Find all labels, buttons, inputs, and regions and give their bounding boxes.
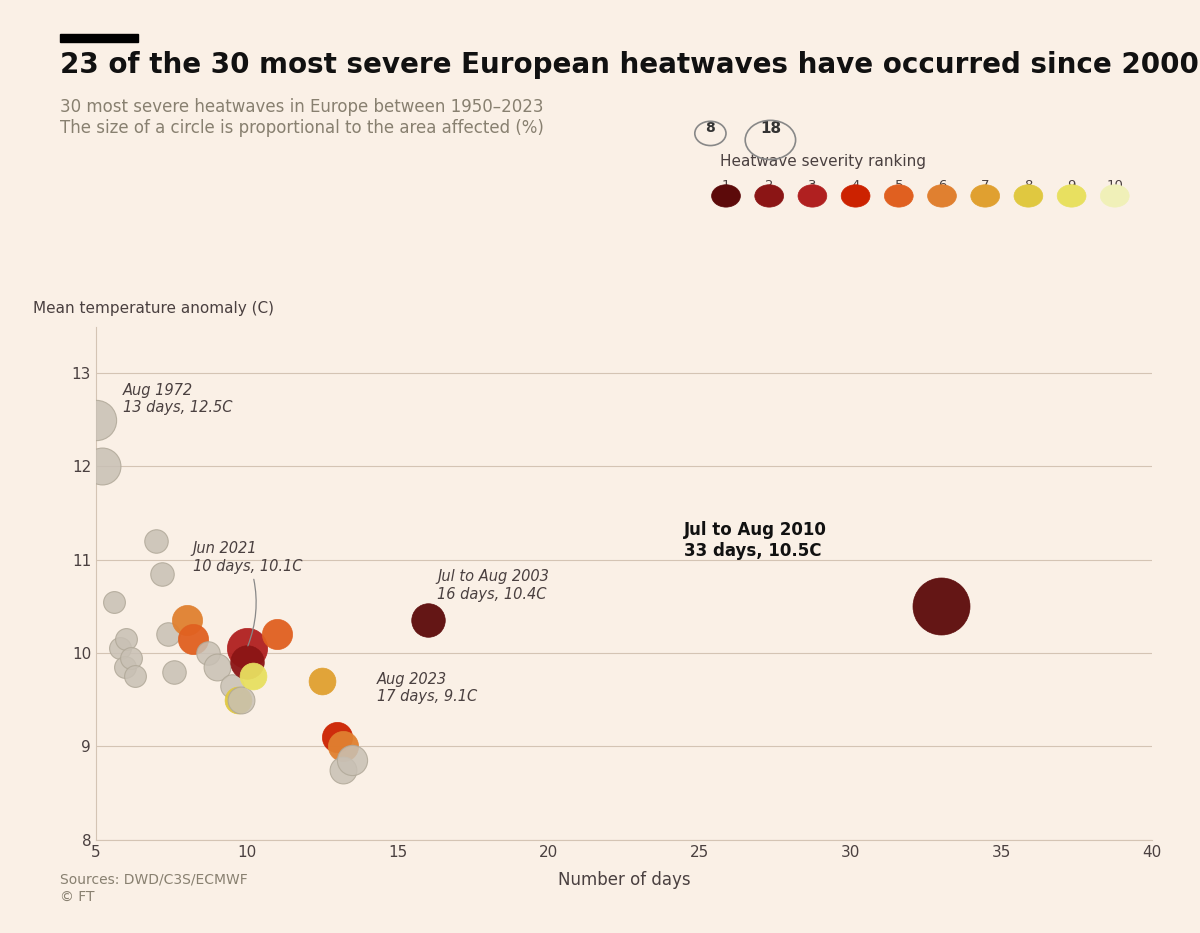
Text: © FT: © FT — [60, 890, 95, 904]
Point — [146, 534, 166, 549]
Point — [110, 641, 130, 656]
Point — [238, 655, 257, 670]
Text: 5: 5 — [894, 179, 904, 192]
Text: The size of a circle is proportional to the area affected (%): The size of a circle is proportional to … — [60, 119, 544, 137]
Point — [176, 613, 196, 628]
Point — [268, 627, 287, 642]
Point — [931, 599, 950, 614]
Point — [164, 664, 184, 679]
Point — [222, 678, 241, 693]
Point — [92, 459, 112, 474]
Text: 10: 10 — [1106, 179, 1123, 192]
Text: 8: 8 — [706, 121, 715, 135]
Point — [232, 692, 251, 707]
Point — [182, 632, 202, 647]
Point — [334, 762, 353, 777]
Text: 4: 4 — [852, 179, 859, 192]
Point — [198, 646, 217, 661]
Point — [116, 632, 136, 647]
Point — [228, 692, 247, 707]
Point — [104, 594, 124, 609]
Point — [419, 613, 438, 628]
Text: Jun 2021
10 days, 10.1C: Jun 2021 10 days, 10.1C — [192, 541, 302, 646]
Point — [115, 660, 134, 675]
Text: Sources: DWD/C3S/ECMWF: Sources: DWD/C3S/ECMWF — [60, 872, 247, 886]
Text: Aug 1972
13 days, 12.5C: Aug 1972 13 days, 12.5C — [124, 383, 233, 415]
Point — [158, 627, 178, 642]
Text: 30 most severe heatwaves in Europe between 1950–2023: 30 most severe heatwaves in Europe betwe… — [60, 98, 544, 116]
Text: 1: 1 — [721, 179, 731, 192]
Text: Aug 2023
17 days, 9.1C: Aug 2023 17 days, 9.1C — [377, 672, 476, 704]
Point — [313, 674, 332, 689]
Point — [86, 412, 106, 427]
Text: Jul to Aug 2003
16 days, 10.4C: Jul to Aug 2003 16 days, 10.4C — [437, 569, 548, 602]
Text: 2: 2 — [764, 179, 774, 192]
Point — [334, 739, 353, 754]
Point — [126, 669, 145, 684]
Text: Mean temperature anomaly (C): Mean temperature anomaly (C) — [32, 301, 274, 316]
Text: 3: 3 — [808, 179, 817, 192]
Point — [152, 566, 172, 581]
Text: 7: 7 — [980, 179, 990, 192]
Text: Heatwave severity ranking: Heatwave severity ranking — [720, 154, 926, 169]
Point — [343, 753, 362, 768]
X-axis label: Number of days: Number of days — [558, 870, 690, 888]
Text: 6: 6 — [938, 179, 946, 192]
Point — [244, 669, 263, 684]
Text: 18: 18 — [760, 121, 781, 136]
Text: Jul to Aug 2010
33 days, 10.5C: Jul to Aug 2010 33 days, 10.5C — [684, 521, 827, 560]
Point — [328, 730, 347, 745]
Text: 9: 9 — [1068, 179, 1075, 192]
Text: 8: 8 — [1025, 179, 1032, 192]
Point — [121, 650, 140, 665]
Point — [208, 660, 227, 675]
Text: 23 of the 30 most severe European heatwaves have occurred since 2000: 23 of the 30 most severe European heatwa… — [60, 51, 1199, 79]
Point — [238, 641, 257, 656]
